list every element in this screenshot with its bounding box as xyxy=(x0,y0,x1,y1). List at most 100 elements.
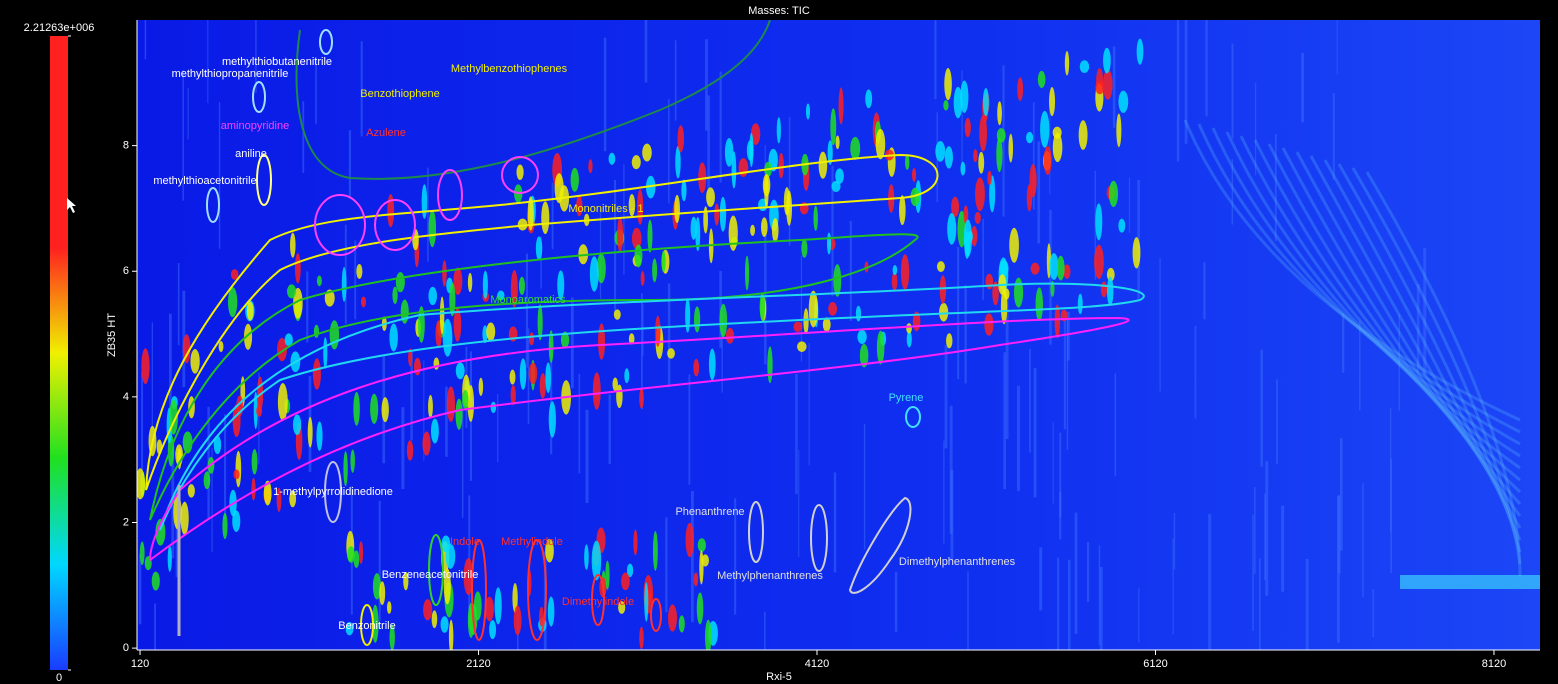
peak-blob xyxy=(705,620,711,654)
peak-blob xyxy=(699,550,703,584)
peak-blob xyxy=(667,348,675,358)
peak-blob xyxy=(939,303,948,322)
peak-blob xyxy=(479,378,484,396)
peak-blob xyxy=(432,610,438,628)
peak-blob xyxy=(489,620,496,639)
region-label: Dimethylphenanthrenes xyxy=(899,556,1016,568)
peak-blob xyxy=(1133,237,1141,268)
peak-blob xyxy=(793,321,802,332)
peak-blob xyxy=(857,330,866,344)
region-label: Mononitriles - 1 xyxy=(568,203,643,215)
peak-blob xyxy=(1014,278,1023,308)
peak-blob xyxy=(865,89,872,108)
colorbar-label: 2.21263e+006 xyxy=(24,22,95,34)
peak-blob xyxy=(428,287,437,305)
peak-blob xyxy=(945,146,953,168)
chart-title: Masses: TIC xyxy=(748,5,810,17)
peak-blob xyxy=(549,401,556,437)
peak-blob xyxy=(639,388,644,408)
x-tick-label: 8120 xyxy=(1482,658,1506,670)
peak-blob xyxy=(983,88,989,116)
region-label: Indole xyxy=(450,536,480,548)
peak-blob xyxy=(396,272,405,292)
peak-blob xyxy=(809,291,818,328)
peak-blob xyxy=(767,346,772,383)
peak-blob xyxy=(850,137,860,160)
peak-blob xyxy=(548,596,555,626)
peak-blob xyxy=(634,245,642,268)
peak-blob xyxy=(1053,127,1062,139)
peak-blob xyxy=(803,308,808,334)
peak-blob xyxy=(1094,245,1104,279)
peak-blob xyxy=(975,177,985,211)
region-label: aminopyridine xyxy=(221,120,289,132)
colorbar xyxy=(50,36,68,670)
y-tick-label: 2 xyxy=(123,516,129,528)
peak-blob xyxy=(644,582,648,621)
region-label: methylthiobutanenitrile xyxy=(222,56,332,68)
peak-blob xyxy=(483,271,488,299)
peak-blob xyxy=(732,151,737,188)
peak-blob xyxy=(468,385,475,422)
peak-blob xyxy=(772,218,779,242)
peak-blob xyxy=(236,451,242,488)
peak-blob xyxy=(1137,39,1144,65)
peak-blob xyxy=(935,141,945,162)
peak-blob xyxy=(833,264,841,297)
peak-blob xyxy=(491,402,496,413)
peak-blob xyxy=(960,80,968,112)
peak-blob xyxy=(893,265,898,275)
peak-blob xyxy=(1109,181,1118,207)
peak-blob xyxy=(598,323,605,359)
peak-blob xyxy=(382,397,389,422)
peak-blob xyxy=(379,581,385,605)
peak-blob xyxy=(856,306,861,322)
peak-blob xyxy=(777,117,781,143)
x-tick-label: 2120 xyxy=(466,658,490,670)
peak-blob xyxy=(681,179,686,201)
peak-blob xyxy=(997,128,1006,142)
peak-blob xyxy=(188,484,195,498)
peak-blob xyxy=(836,136,840,150)
peak-blob xyxy=(1029,164,1036,197)
peak-blob xyxy=(686,523,694,558)
peak-blob xyxy=(605,561,609,590)
peak-blob xyxy=(987,171,992,185)
peak-blob xyxy=(545,362,551,393)
peak-blob xyxy=(985,274,993,290)
peak-blob xyxy=(937,261,945,272)
peak-blob xyxy=(745,256,749,291)
peak-blob xyxy=(516,165,523,181)
peak-blob xyxy=(1080,60,1089,73)
peak-blob xyxy=(674,195,680,223)
peak-blob xyxy=(256,406,262,417)
region-label: Methylindole xyxy=(501,536,563,548)
peak-blob xyxy=(839,87,844,124)
peak-blob xyxy=(685,298,690,333)
peak-blob xyxy=(370,394,378,424)
peak-blob xyxy=(621,573,630,591)
peak-blob xyxy=(510,370,516,385)
peak-blob xyxy=(801,239,807,258)
peak-blob xyxy=(706,187,715,207)
peak-blob xyxy=(639,627,644,650)
peak-blob xyxy=(571,168,579,192)
peak-blob xyxy=(609,153,616,165)
peak-blob xyxy=(668,604,677,631)
peak-blob xyxy=(617,217,623,252)
peak-blob xyxy=(540,373,546,398)
peak-blob xyxy=(1031,263,1040,275)
x-tick-label: 120 xyxy=(131,658,149,670)
peak-blob xyxy=(940,275,947,304)
peak-blob xyxy=(1044,146,1052,175)
peak-blob xyxy=(495,587,502,624)
peak-blob xyxy=(1095,81,1104,95)
peak-blob xyxy=(429,210,436,247)
peak-blob xyxy=(694,306,700,332)
peak-blob xyxy=(462,390,468,409)
peak-blob xyxy=(806,103,810,119)
region-label: Benzothiophene xyxy=(360,88,440,100)
x-tick-label: 6120 xyxy=(1143,658,1167,670)
peak-blob xyxy=(947,213,956,245)
peak-blob xyxy=(661,251,665,272)
